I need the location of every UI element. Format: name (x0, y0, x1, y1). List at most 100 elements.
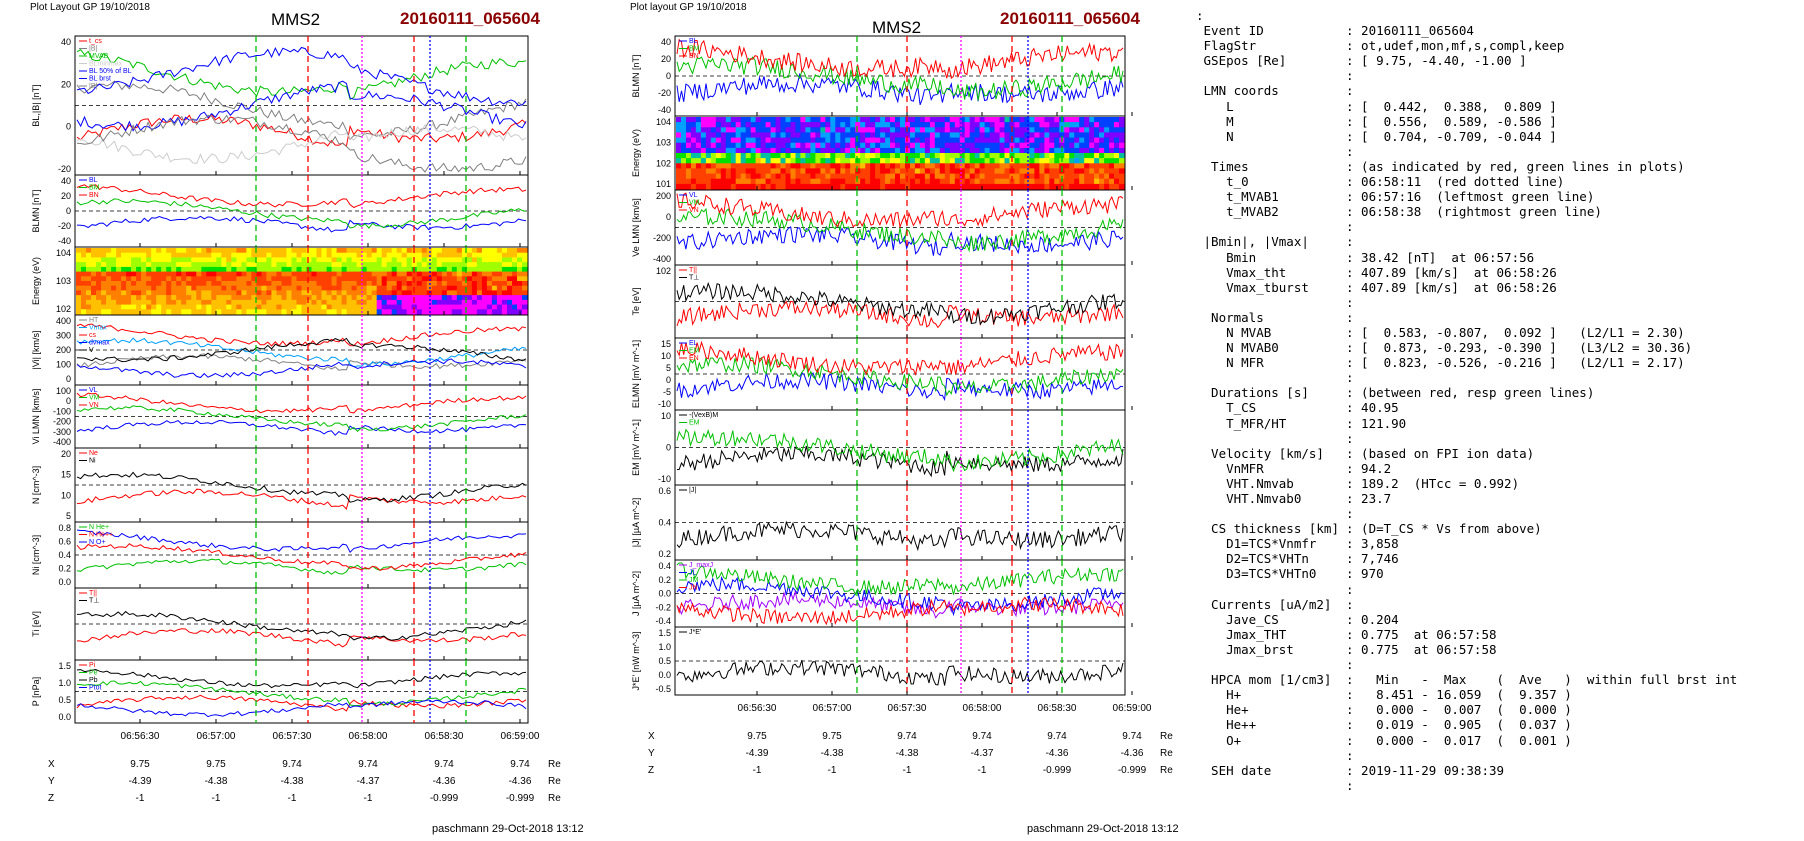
spectrogram-cell (840, 127, 846, 133)
spectrogram-cell (306, 309, 312, 315)
spectrogram-cell (381, 252, 388, 258)
spectrogram-cell (316, 290, 322, 296)
spectrogram-cell (1019, 127, 1025, 133)
spectrogram-cell (191, 304, 197, 310)
series-line (76, 198, 527, 229)
spectrogram-cell (116, 276, 122, 282)
spectrogram-cell (700, 117, 707, 123)
spectrogram-cell (346, 276, 353, 282)
spectrogram-cell (306, 290, 312, 296)
spectrogram-cell (984, 168, 991, 174)
x-tick-label: 06:59:00 (501, 731, 540, 742)
spectrogram-cell (522, 304, 528, 310)
spectrogram-cell (266, 285, 272, 291)
summary-value: : [ 0.823, -0.526, -0.216 ] (L2/L1 = 2.1… (1346, 355, 1685, 371)
summary-label: D1=TCS*Vnmfr (1196, 536, 1317, 552)
spectrogram-cell (251, 290, 257, 296)
spectrogram-cell (1099, 142, 1105, 149)
spectrogram-cell (770, 158, 777, 164)
spectrogram-cell (850, 158, 856, 164)
spectrogram-cell (106, 271, 112, 277)
spectrogram-cell (186, 262, 192, 268)
spectrogram-cell (91, 276, 97, 282)
spectrogram-cell (1029, 153, 1035, 159)
spectrogram-cell (830, 183, 836, 190)
series-line (676, 520, 1124, 552)
spectrogram-cell (974, 178, 981, 185)
spectrogram-cell (522, 266, 528, 273)
orbit-row-label: Z (648, 765, 654, 776)
spectrogram-cell (406, 266, 413, 273)
spectrogram-cell (1084, 132, 1090, 138)
spectrogram-cell (755, 117, 762, 123)
spectrogram-cell (715, 122, 722, 128)
spectrogram-cell (705, 132, 712, 138)
spectrogram-cell (860, 137, 866, 144)
spectrogram-cell (1069, 178, 1075, 185)
spectrogram-cell (431, 290, 438, 296)
spectrogram-cell (969, 127, 976, 133)
spectrogram-cell (1014, 163, 1020, 169)
spectrogram-cell (366, 252, 373, 258)
spectrogram-cell (76, 285, 82, 291)
orbit-value: -1 (364, 793, 373, 804)
series-line (76, 49, 527, 101)
spectrogram-cell (91, 257, 97, 263)
spectrogram-cell (356, 248, 363, 254)
spectrogram-cell (512, 299, 518, 306)
spectrogram-cell (905, 137, 911, 144)
spectrogram-cell (730, 163, 737, 169)
spectrogram-cell (476, 276, 483, 282)
summary-value: : 970 (1346, 566, 1384, 582)
spectrogram-cell (256, 248, 262, 254)
spectrogram-cell (161, 257, 167, 263)
spectrogram-cell (1119, 163, 1125, 169)
spectrogram-cell (206, 271, 212, 277)
spectrogram-cell (121, 252, 127, 258)
spectrogram-cell (326, 281, 333, 287)
spectrogram-cell (386, 281, 393, 287)
y-tick-label: 40 (61, 176, 71, 186)
spectrogram-cell (1019, 163, 1025, 169)
spectrogram-cell (176, 290, 182, 296)
y-tick-label: 0.2 (658, 575, 671, 585)
spectrogram-cell (959, 153, 966, 159)
spectrogram-cell (974, 183, 981, 190)
spectrogram-cell (1019, 147, 1025, 154)
spectrogram-cell (700, 137, 707, 144)
spectrogram-cell (106, 276, 112, 282)
spectrogram-cell (810, 158, 816, 164)
spectrogram-cell (795, 168, 801, 174)
spectrogram-cell (780, 122, 786, 128)
spectrogram-cell (870, 137, 876, 144)
spectrogram-cell (181, 285, 187, 291)
summary-value: : (1346, 309, 1362, 325)
spectrogram-cell (1024, 178, 1030, 185)
spectrogram-cell (989, 137, 996, 144)
spectrogram-cell (989, 168, 996, 174)
spectrogram-cell (1009, 142, 1015, 149)
spectrogram-cell (291, 248, 297, 254)
spectrogram-cell (695, 122, 702, 128)
spectrogram-cell (1079, 173, 1085, 180)
spectrogram-cell (959, 147, 966, 154)
spectrogram-cell (311, 271, 317, 277)
spectrogram-cell (795, 127, 801, 133)
summary-row: D3=TCS*VHTn0: 970 (1196, 566, 1737, 581)
spectrogram-cell (406, 271, 413, 277)
spectrogram-cell (186, 271, 192, 277)
spectrogram-cell (146, 299, 152, 306)
spectrogram-cell (386, 295, 393, 301)
spectrogram-cell (725, 132, 732, 138)
y-tick-label: 0 (66, 206, 71, 216)
spectrogram-cell (1039, 127, 1045, 133)
spectrogram-cell (919, 158, 926, 164)
spectrogram-cell (461, 295, 468, 301)
spectrogram-cell (491, 295, 498, 301)
spectrogram-cell (720, 163, 727, 169)
spectrogram-cell (690, 132, 697, 138)
spectrogram-cell (1114, 137, 1120, 144)
spectrogram-cell (681, 122, 687, 128)
spectrogram-cell (850, 142, 856, 149)
